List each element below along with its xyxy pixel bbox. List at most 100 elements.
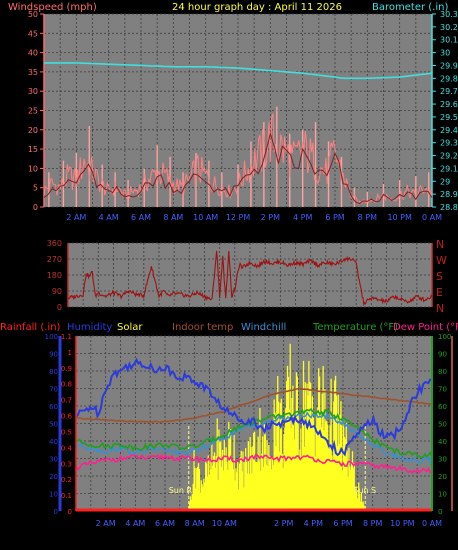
windspeed-tick-label: 35 [28,68,38,77]
x-tick-label: 2 AM [66,213,86,222]
x-tick-label: 12 PM [226,213,251,222]
barometer-line [44,62,433,80]
compass-label: S [436,270,443,283]
windspeed-tick-label: 5 [33,184,38,193]
direction-tick-label: 180 [47,271,62,280]
x-tick-label: 4 AM [99,213,119,222]
rain-tick-label: 1 [68,349,72,357]
humidity-tick-label: 30 [49,456,58,464]
compass-label: W [436,254,447,267]
rain-tick-label: 0 [68,508,72,516]
rain-tick-label: 0.5 [61,428,72,436]
barometer-tick-label: 30.3 [440,10,458,19]
direction-tick-label: 360 [47,239,62,248]
humidity-tick-label: 100 [45,333,58,341]
compass-label: N [436,238,444,251]
barometer-tick-label: 28.8 [440,203,458,212]
windspeed-average-line [43,132,433,205]
barometer-tick-label: 29.4 [440,126,458,135]
barometer-tick-label: 28.9 [440,190,458,199]
x-tick-label: 4 AM [125,519,145,528]
temperature-tick-label: 0 [438,508,442,516]
temp-humidity-legend: Rainfall (.in) Humidity Solar Indoor temp Wi… [0,322,458,333]
windspeed-tick-label: 50 [28,10,38,19]
humidity-line [75,357,433,457]
legend-humidity: Humidity [67,322,112,333]
legend-indoor-temp: Indoor temp [172,322,233,333]
x-tick-label: 4 PM [293,213,312,222]
humidity-tick-label: 70 [49,386,58,394]
rain-tick-label: 0.9 [61,365,72,373]
humidity-tick-label: 80 [49,368,58,376]
x-tick-label: 6 PM [333,519,352,528]
barometer-tick-label: 29.3 [440,139,458,148]
x-tick-label: 2 PM [261,213,280,222]
humidity-tick-label: 0 [54,508,58,516]
humidity-tick-label: 50 [49,421,58,429]
x-tick-label: 10 AM [212,519,237,528]
wind-baro-series [43,62,433,207]
windspeed-tick-label: 20 [28,126,38,135]
x-tick-label: 10 AM [193,213,218,222]
barometer-tick-label: 30 [440,49,450,58]
windchill-line [75,411,433,466]
direction-tick-label: 0 [57,303,62,312]
compass-label: N [436,302,444,315]
x-tick-label: 8 PM [358,213,377,222]
rain-tick-label: 0.8 [61,381,72,389]
chart-title: 24 hour graph day : April 11 2026 [172,2,342,13]
x-tick-label: 10 PM [390,519,415,528]
direction-tick-label: 270 [47,255,62,264]
x-tick-label: 10 PM [387,213,412,222]
temperature-tick-label: 10 [438,491,447,499]
windspeed-axis-label: Windspeed (mph) [8,2,97,13]
temperature-tick-label: 80 [438,368,447,376]
sunset-label: Sun S [353,486,376,495]
barometer-tick-label: 29.9 [440,61,458,70]
x-tick-label: 6 AM [131,213,151,222]
windspeed-tick-label: 10 [28,164,38,173]
barometer-tick-label: 29.5 [440,113,458,122]
x-tick-label: 4 PM [304,519,323,528]
x-tick-label: 0 AM [422,519,442,528]
legend-temperature-f: Temperature (°F) [312,322,398,333]
windspeed-tick-label: 40 [28,49,38,58]
x-tick-label: 6 AM [155,519,175,528]
humidity-tick-label: 40 [49,438,58,446]
humidity-tick-label: 60 [49,403,58,411]
windspeed-tick-label: 0 [33,203,38,212]
barometer-tick-label: 29.6 [440,100,458,109]
rain-tick-label: 0.4 [61,444,73,452]
rain-tick-label: 0.2 [61,476,72,484]
windspeed-tick-label: 30 [28,87,38,96]
direction-tick-label: 90 [52,287,62,296]
temperature-tick-label: 50 [438,421,447,429]
sunrise-label: Sun R [169,486,193,495]
barometer-tick-label: 29.8 [440,74,458,83]
temp-humidity-series: Sun R Sun S [75,343,433,512]
x-tick-label: 2 PM [274,519,293,528]
legend-windchill: Windchill [241,322,286,333]
barometer-tick-label: 30.2 [440,23,458,32]
compass-label: E [436,286,443,299]
temperature-tick-label: 40 [438,438,447,446]
barometer-axis-label: Barometer (.in) [372,2,448,13]
temperature-tick-label: 20 [438,473,447,481]
wind-direction-line [67,250,433,307]
temperature-tick-label: 30 [438,456,447,464]
barometer-tick-label: 29.2 [440,152,458,161]
windspeed-tick-label: 45 [28,29,38,38]
legend-rainfall-in: Rainfall (.in) [0,322,61,333]
temperature-tick-label: 60 [438,403,447,411]
indoor-temp-line [75,387,433,423]
humidity-tick-label: 90 [49,351,58,359]
windspeed-tick-label: 15 [28,145,38,154]
wind-direction-series [67,250,433,307]
windspeed-tick-label: 25 [28,107,38,116]
temperature-tick-label: 70 [438,386,447,394]
rain-tick-label: 0.7 [61,397,72,405]
temperature-tick-label: 100 [438,333,451,341]
rain-tick-label: 1.1 [61,333,72,341]
rain-tick-label: 0.1 [61,492,72,500]
